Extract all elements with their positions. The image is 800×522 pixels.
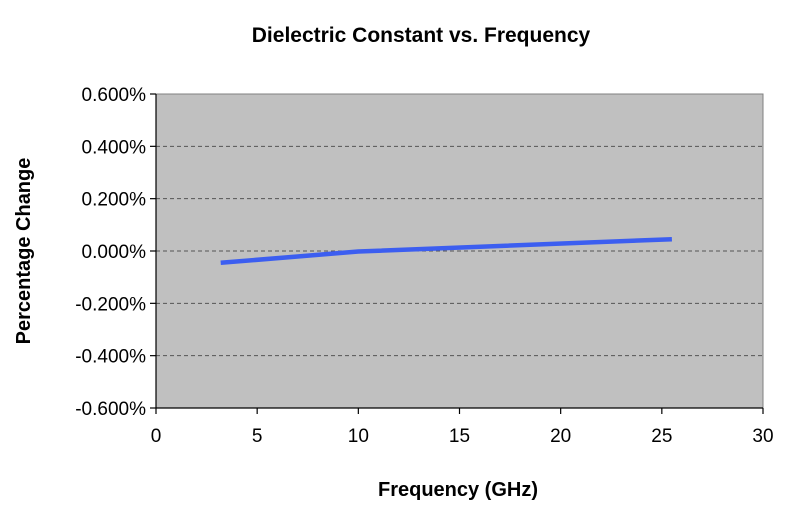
y-tick-label: 0.200% [82, 190, 147, 211]
series-line [220, 236, 672, 266]
x-tick-label: 10 [348, 426, 369, 447]
y-tick-label: 0.600% [82, 85, 147, 106]
x-axis-ticks: 0 5 10 15 20 25 30 [151, 408, 774, 447]
y-tick-label: 0.000% [82, 242, 147, 263]
x-tick-label: 30 [752, 426, 773, 447]
grid-lines [156, 145, 763, 357]
x-tick-label: 0 [151, 426, 162, 447]
y-tick-label: -0.600% [75, 399, 146, 420]
y-axis-title: Percentage Change [13, 158, 35, 345]
y-tick-label: 0.400% [82, 137, 147, 158]
x-axis-title: Frequency (GHz) [378, 479, 538, 501]
chart-title: Dielectric Constant vs. Frequency [252, 24, 591, 47]
series-layer [220, 236, 672, 266]
y-tick-label: -0.400% [75, 347, 146, 368]
x-tick-label: 20 [550, 426, 571, 447]
y-axis-ticks: 0.600% 0.400% 0.200% 0.000% -0.200% -0.400% -0… [75, 85, 156, 420]
x-tick-label: 25 [651, 426, 672, 447]
y-tick-label: -0.200% [75, 294, 146, 315]
x-tick-label: 5 [252, 426, 263, 447]
x-tick-label: 15 [449, 426, 470, 447]
